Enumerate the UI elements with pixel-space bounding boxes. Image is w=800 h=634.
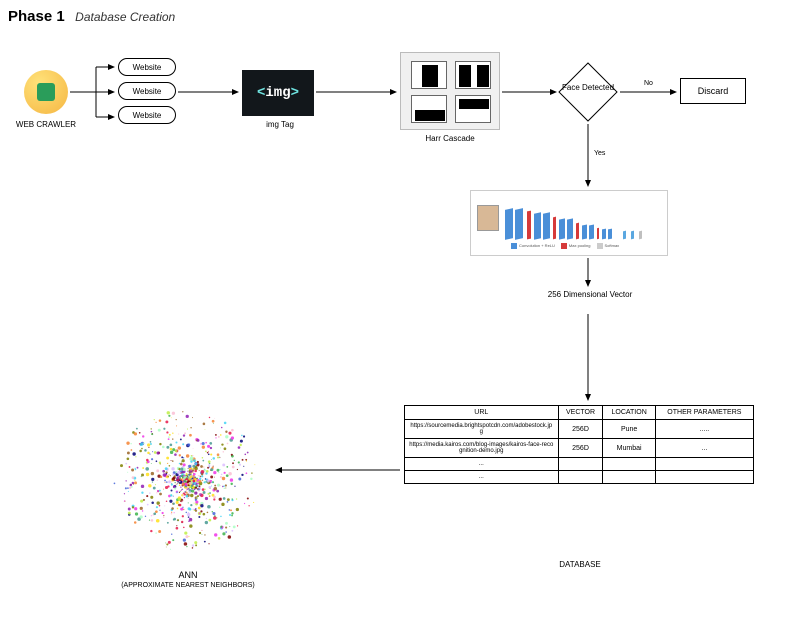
db-cell: .....: [655, 420, 753, 439]
db-cell: 256D: [558, 420, 603, 439]
cnn-architecture-box: Convolution + ReLUMax poolingSoftmax: [470, 190, 668, 256]
website-pill: Website: [118, 82, 176, 100]
table-row: ...: [405, 458, 754, 471]
website-text: Website: [133, 87, 162, 96]
decision-label: Face Detected: [558, 84, 618, 93]
db-cell: [558, 458, 603, 471]
website-text: Website: [133, 63, 162, 72]
db-column-header: URL: [405, 406, 559, 420]
cnn-layer-block: [597, 228, 599, 239]
db-cell: ...: [405, 471, 559, 484]
website-text: Website: [133, 111, 162, 120]
subtitle-label: Database Creation: [75, 10, 175, 24]
cnn-output-label: 256 Dimensional Vector: [540, 290, 640, 300]
db-cell: Mumbai: [603, 439, 655, 458]
db-cell: https://media.kairos.com/blog-images/kai…: [405, 439, 559, 458]
cnn-layer-block: [582, 224, 587, 239]
edge-label-yes: Yes: [594, 150, 605, 157]
db-column-header: LOCATION: [603, 406, 655, 420]
db-cell: [655, 471, 753, 484]
cnn-layer-block: [631, 231, 634, 240]
db-cell: [655, 458, 753, 471]
web-crawler-label: WEB CRAWLER: [10, 120, 82, 129]
cnn-layer-block: [559, 218, 565, 239]
cnn-input-face: [477, 205, 499, 231]
web-crawler-icon: [24, 70, 68, 114]
database-label: DATABASE: [540, 560, 620, 569]
cnn-layer-block: [505, 208, 513, 240]
img-tag-bracket: >: [291, 85, 299, 101]
db-cell: Pune: [603, 420, 655, 439]
db-cell: https://sourcemedia.brightspotcdn.com/ad…: [405, 420, 559, 439]
img-tag-box: < img >: [242, 70, 314, 116]
cnn-layer-block: [608, 229, 612, 240]
cnn-layer-block: [553, 217, 556, 240]
db-cell: [603, 458, 655, 471]
cnn-layer-block: [515, 208, 523, 240]
cnn-layer-block: [623, 231, 626, 240]
phase-label: Phase 1: [8, 8, 65, 25]
cnn-layer-block: [639, 231, 642, 240]
discard-box: Discard: [680, 78, 746, 104]
table-row: https://media.kairos.com/blog-images/kai…: [405, 439, 754, 458]
cnn-layer-block: [567, 218, 573, 239]
cnn-layer-block: [534, 212, 541, 239]
discard-label: Discard: [698, 86, 729, 96]
face-detected-decision: Face Detected: [558, 62, 618, 122]
db-cell: [558, 471, 603, 484]
ann-label: ANN: [168, 570, 208, 580]
db-cell: [603, 471, 655, 484]
db-cell: ...: [405, 458, 559, 471]
ann-cluster-graphic: [108, 400, 268, 560]
cnn-legend: Convolution + ReLUMax poolingSoftmax: [511, 243, 625, 249]
img-tag-label: img Tag: [252, 120, 308, 129]
cnn-layer-block: [527, 211, 531, 240]
db-cell: ...: [655, 439, 753, 458]
website-pill: Website: [118, 106, 176, 124]
harr-cascade-box: [400, 52, 500, 130]
cnn-layer-block: [602, 229, 606, 240]
harr-cascade-label: Harr Cascade: [414, 134, 486, 143]
cnn-layer-block: [589, 224, 594, 239]
cnn-layer-block: [576, 223, 579, 240]
db-column-header: OTHER PARAMETERS: [655, 406, 753, 420]
db-cell: 256D: [558, 439, 603, 458]
edge-label-no: No: [644, 80, 653, 87]
ann-sublabel: (APPROXIMATE NEAREST NEIGHBORS): [108, 582, 268, 589]
cnn-layer-block: [543, 212, 550, 239]
website-pill: Website: [118, 58, 176, 76]
img-tag-bracket: <: [257, 85, 265, 101]
title-row: Phase 1 Database Creation: [8, 8, 175, 26]
table-row: https://sourcemedia.brightspotcdn.com/ad…: [405, 420, 754, 439]
img-tag-name: img: [265, 85, 290, 101]
db-column-header: VECTOR: [558, 406, 603, 420]
database-table: URLVECTORLOCATIONOTHER PARAMETERS https:…: [404, 405, 754, 484]
table-row: ...: [405, 471, 754, 484]
